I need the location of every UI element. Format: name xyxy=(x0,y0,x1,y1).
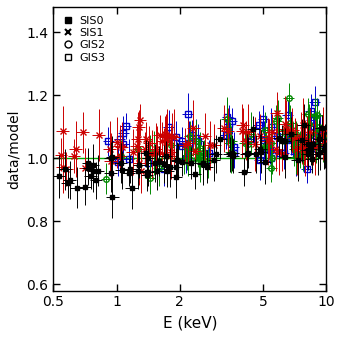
Legend: SIS0, SIS1, GIS2, GIS3: SIS0, SIS1, GIS2, GIS3 xyxy=(59,12,108,66)
Y-axis label: data/model: data/model xyxy=(7,109,21,188)
X-axis label: E (keV): E (keV) xyxy=(162,315,217,330)
